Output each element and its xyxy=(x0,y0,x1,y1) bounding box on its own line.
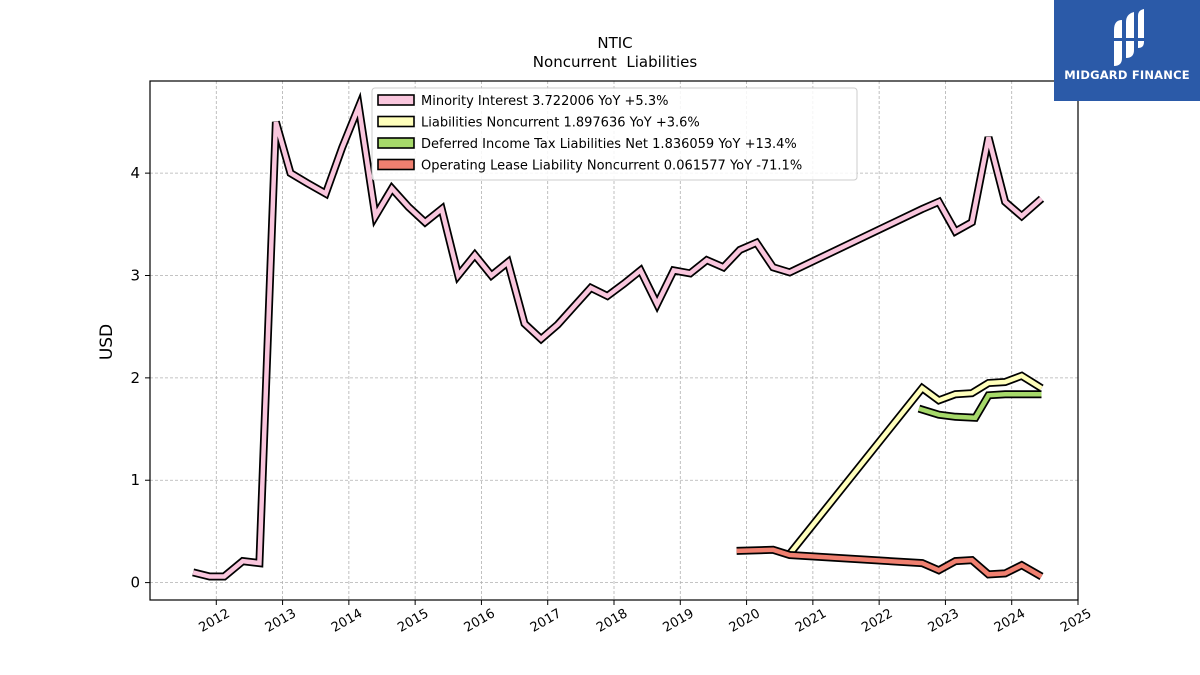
x-tick-label: 2020 xyxy=(727,606,763,636)
brand-name: MIDGARD FINANCE xyxy=(1064,68,1190,82)
x-tick-label: 2023 xyxy=(926,606,962,636)
legend-label: Operating Lease Liability Noncurrent 0.0… xyxy=(421,159,802,174)
y-tick-label: 1 xyxy=(130,471,140,489)
x-tick-label: 2021 xyxy=(793,606,829,636)
chart-subtitle: Noncurrent Liabilities xyxy=(533,53,698,71)
legend-swatch xyxy=(377,158,415,171)
legend-swatch xyxy=(377,115,415,128)
legend-label: Deferred Income Tax Liabilities Net 1.83… xyxy=(421,137,797,152)
x-tick-label: 2019 xyxy=(660,606,696,636)
y-axis-label: USD xyxy=(97,324,117,360)
series-0 xyxy=(192,91,1045,581)
y-tick-label: 2 xyxy=(130,369,140,387)
series-3 xyxy=(736,545,1044,580)
series-line xyxy=(918,391,1042,421)
legend-box xyxy=(371,87,858,181)
series-2 xyxy=(917,390,1042,422)
legend-label: Minority Interest 3.722006 YoY +5.3% xyxy=(421,94,668,109)
series-line-outline xyxy=(786,371,1044,557)
series-line xyxy=(736,547,1043,579)
brand-logo: MIDGARD FINANCE xyxy=(1054,0,1200,101)
x-tick-label: 2025 xyxy=(1058,606,1094,636)
x-tick-label: 2017 xyxy=(528,606,564,636)
series-line xyxy=(787,373,1043,556)
x-tick-label: 2013 xyxy=(263,606,299,636)
y-tick-label: 3 xyxy=(130,266,140,284)
y-tick-label: 4 xyxy=(130,164,140,182)
x-tick-label: 2022 xyxy=(859,606,895,636)
x-tick-label: 2015 xyxy=(395,606,431,636)
x-tick-label: 2012 xyxy=(196,606,232,636)
x-tick-label: 2018 xyxy=(594,606,630,636)
y-tick-label: 0 xyxy=(130,574,140,592)
brand-mark-icon xyxy=(1112,9,1146,66)
chart-title: NTIC xyxy=(597,34,632,52)
series-line xyxy=(192,98,1043,579)
legend-swatch xyxy=(377,137,415,149)
legend-label: Liabilities Noncurrent 1.897636 YoY +3.6… xyxy=(421,116,700,131)
series-1 xyxy=(786,371,1044,557)
legend-swatch xyxy=(377,94,415,106)
x-tick-label: 2014 xyxy=(329,606,365,636)
series-layer xyxy=(192,91,1045,581)
legend: Minority Interest 3.722006 YoY +5.3% Liab… xyxy=(371,87,858,181)
x-tick-label: 2024 xyxy=(992,606,1028,636)
x-tick-label: 2016 xyxy=(462,606,498,636)
